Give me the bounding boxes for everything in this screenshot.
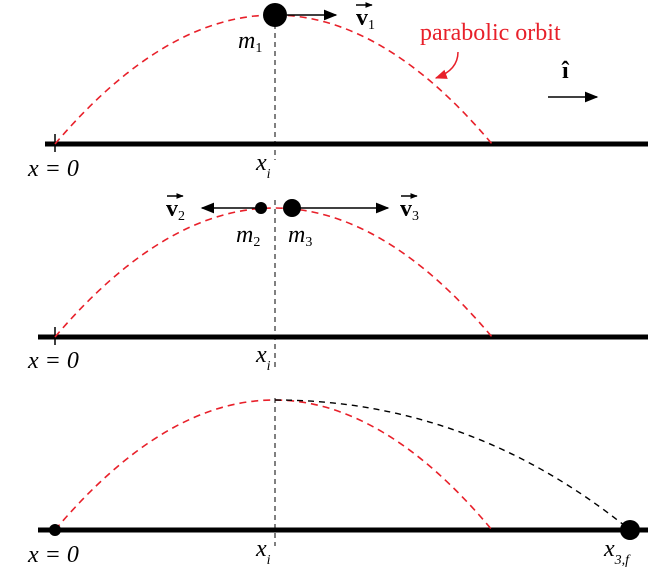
mass [283, 199, 301, 217]
mass-label: m1 [238, 28, 262, 56]
parabola [54, 14, 493, 145]
velocity-label: v3 [400, 196, 419, 224]
final-trajectory [274, 399, 631, 531]
origin-label: x = 0 [27, 156, 79, 182]
mass [255, 202, 267, 214]
panel-1: v1 m1 parabolic orbit î x = 0 xi [27, 2, 648, 182]
position-label: xi [255, 536, 271, 568]
parabola [54, 399, 493, 531]
origin-label: x = 0 [27, 348, 79, 374]
mass [620, 520, 640, 540]
panel-3: x = 0 xi x3,f [27, 398, 648, 568]
parabola [54, 207, 493, 338]
mass-label: m3 [288, 222, 312, 250]
mass [263, 3, 287, 27]
mass-label: m2 [236, 222, 260, 250]
mass [49, 524, 61, 536]
annotation-arrow [434, 51, 459, 79]
velocity-label: v2 [166, 196, 185, 224]
final-position-label: x3,f [603, 536, 631, 568]
unit-vector-label: î [561, 58, 570, 84]
annotation: parabolic orbit [420, 20, 561, 46]
velocity-label: v1 [356, 5, 375, 33]
position-label: xi [255, 342, 271, 374]
panel-2: v2 v3 m2 m3 x = 0 xi [27, 193, 648, 374]
origin-label: x = 0 [27, 542, 79, 568]
position-label: xi [255, 150, 271, 182]
